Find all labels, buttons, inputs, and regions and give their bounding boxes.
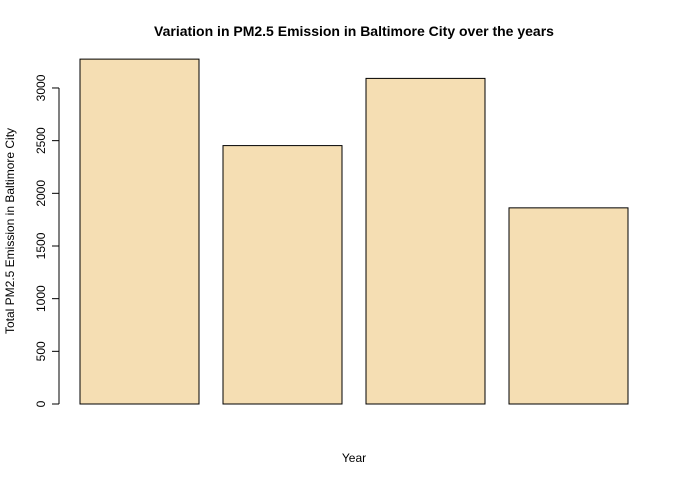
y-tick-label-0: 0 (34, 400, 48, 407)
y-tick-label-5: 2500 (34, 127, 48, 154)
y-tick-label-3: 1500 (34, 232, 48, 259)
bars (79, 58, 629, 405)
y-tick-label-6: 3000 (34, 74, 48, 101)
x-axis-label: Year (342, 451, 366, 465)
bar-1 (79, 58, 200, 405)
bar-4 (508, 207, 629, 405)
y-tick-label-1: 500 (34, 341, 48, 361)
y-tick-label-2: 1000 (34, 285, 48, 312)
y-axis-label: Total PM2.5 Emission in Baltimore City (3, 128, 17, 334)
y-axis: 0 500 1000 1500 2000 2500 3000 (34, 74, 60, 407)
bar-2 (222, 145, 343, 405)
bar-3 (365, 77, 486, 405)
y-tick-label-4: 2000 (34, 180, 48, 207)
chart-title: Variation in PM2.5 Emission in Baltimore… (154, 23, 554, 39)
